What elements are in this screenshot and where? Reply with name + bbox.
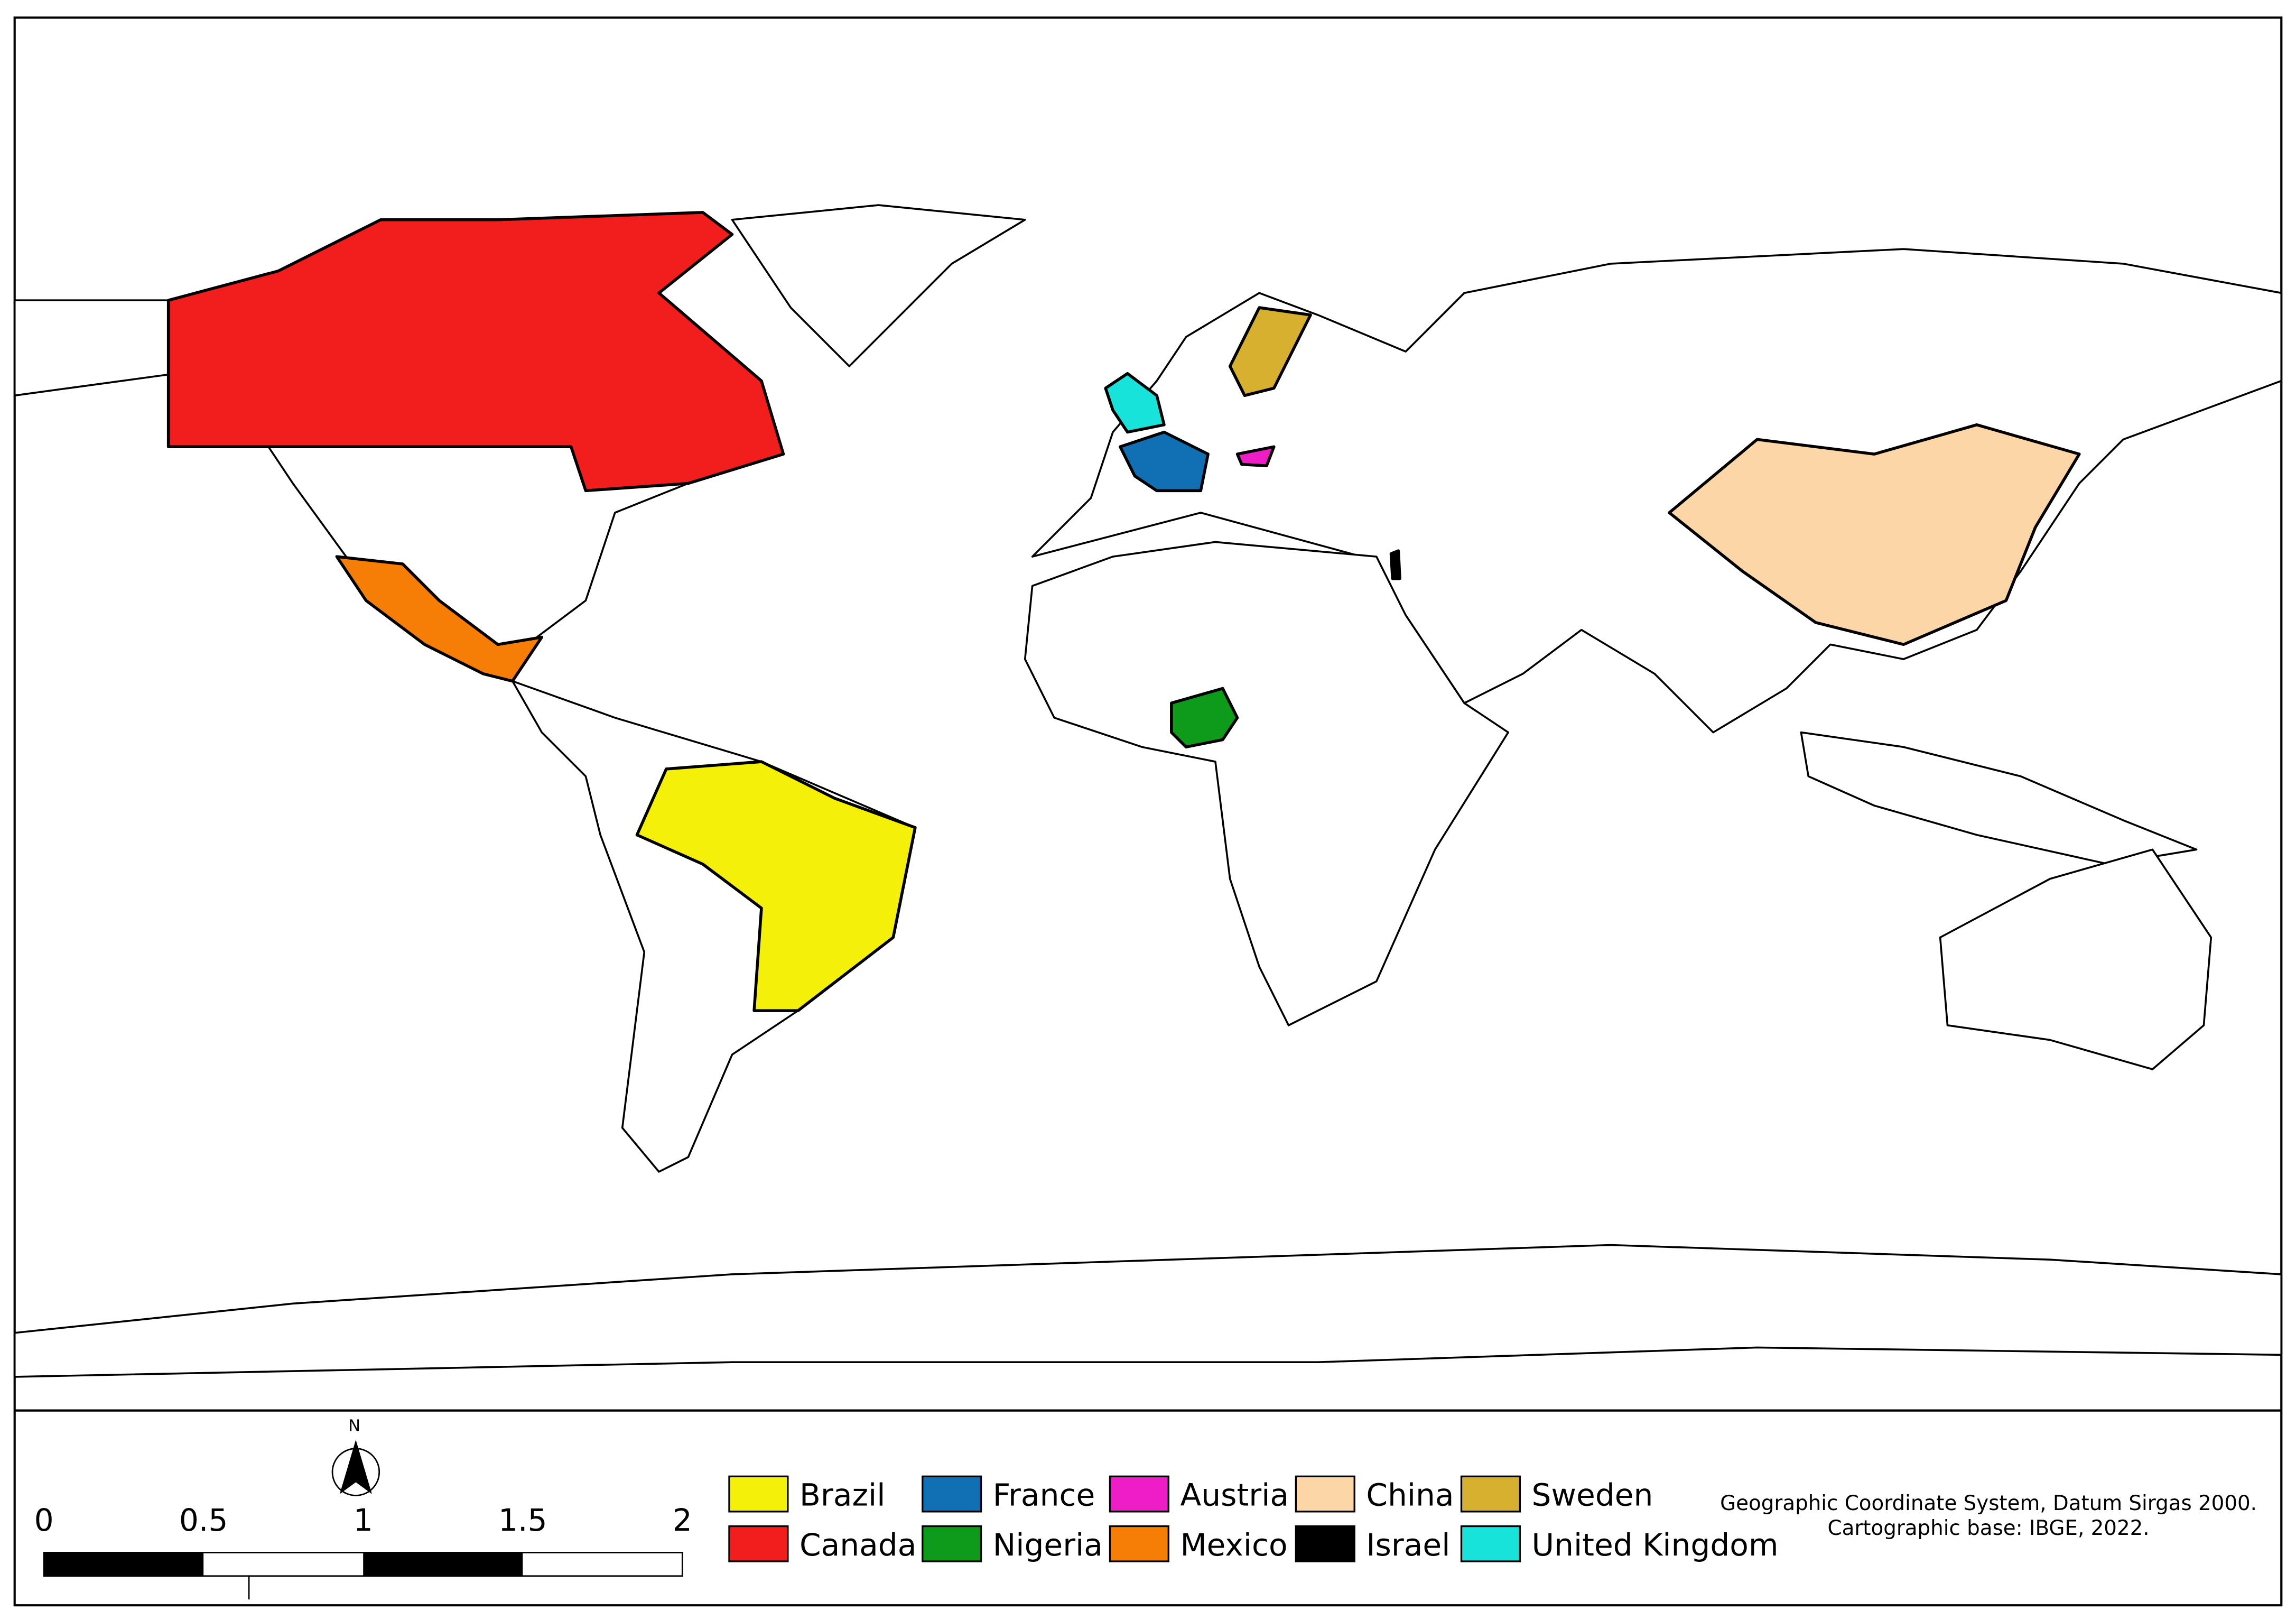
country-france bbox=[1119, 430, 1210, 493]
scale-segment bbox=[363, 1552, 523, 1576]
scale-label: 2 bbox=[673, 1502, 692, 1538]
country-nigeria bbox=[1170, 687, 1239, 749]
legend-label: Brazil bbox=[800, 1477, 885, 1513]
legend-label: Nigeria bbox=[993, 1527, 1103, 1563]
country-sweden bbox=[1228, 306, 1312, 397]
legend-label: France bbox=[993, 1477, 1095, 1513]
africa bbox=[1024, 541, 1509, 1026]
country-canada bbox=[166, 211, 785, 493]
scale-label: 1.5 bbox=[498, 1502, 547, 1538]
australia bbox=[1939, 848, 2213, 1070]
scale-label: 0 bbox=[34, 1502, 54, 1538]
country-united-kingdom bbox=[1104, 372, 1166, 434]
antarctica bbox=[13, 1244, 2283, 1378]
country-austria bbox=[1235, 445, 1276, 468]
legend-label: Canada bbox=[800, 1527, 916, 1563]
legend-swatch bbox=[922, 1525, 982, 1562]
legend-label: China bbox=[1366, 1477, 1454, 1513]
legend-label: Austria bbox=[1180, 1477, 1289, 1513]
country-brazil bbox=[635, 760, 917, 1012]
scale-segment bbox=[44, 1552, 204, 1576]
legend: Brazil Canada France Nigeria Austria Mexico Ch… bbox=[728, 1475, 1779, 1563]
greenland bbox=[731, 204, 1026, 367]
country-china bbox=[1668, 423, 2081, 646]
legend-label: Israel bbox=[1366, 1527, 1450, 1563]
country-mexico bbox=[335, 555, 544, 683]
legend-swatch bbox=[728, 1475, 789, 1513]
legend-label: United Kingdom bbox=[1532, 1527, 1779, 1563]
north-label: N bbox=[348, 1417, 360, 1435]
legend-swatch bbox=[1295, 1525, 1355, 1562]
legend-label: Mexico bbox=[1180, 1527, 1287, 1563]
credit-line: Cartographic base: IBGE, 2022. bbox=[1828, 1516, 2150, 1540]
legend-swatch bbox=[1295, 1475, 1355, 1513]
legend-swatch bbox=[1109, 1525, 1169, 1562]
scale-label: 0.5 bbox=[179, 1502, 228, 1538]
scale-bar: 0 0.5 1 1.5 2 bbox=[34, 1502, 692, 1600]
country-israel bbox=[1389, 549, 1401, 580]
legend-label: Sweden bbox=[1532, 1477, 1653, 1513]
legend-swatch bbox=[922, 1475, 982, 1513]
legend-swatch bbox=[1460, 1525, 1521, 1562]
north-arrow: N bbox=[331, 1417, 380, 1496]
north-needle bbox=[339, 1440, 372, 1494]
highlighted-countries bbox=[166, 211, 2081, 1012]
legend-swatch bbox=[1460, 1475, 1521, 1513]
legend-swatch bbox=[1109, 1475, 1169, 1513]
credit-line: Geographic Coordinate System, Datum Sirg… bbox=[1720, 1492, 2257, 1515]
legend-swatch bbox=[728, 1525, 789, 1562]
scale-label: 1 bbox=[354, 1502, 373, 1538]
